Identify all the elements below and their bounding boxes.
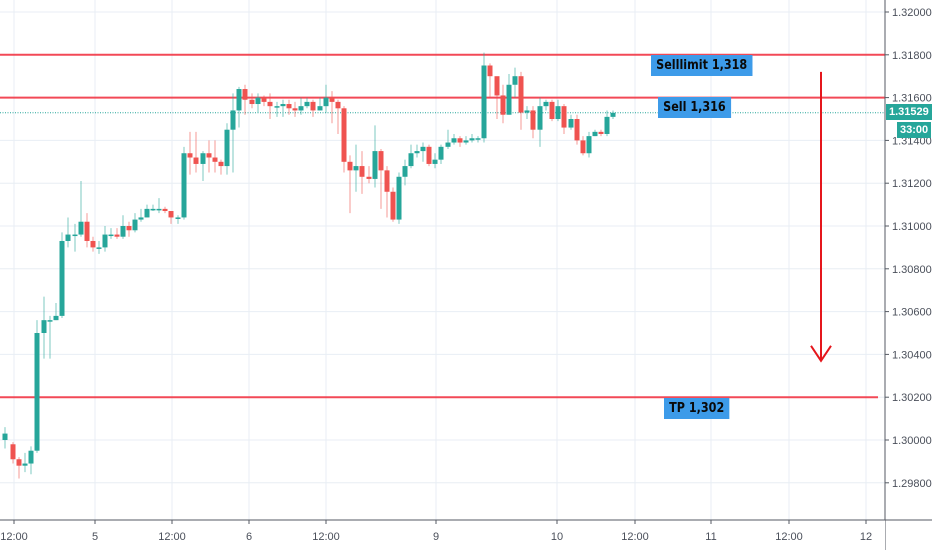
horizontal-levels[interactable] [0,53,885,399]
svg-text:1.30200: 1.30200 [892,392,932,404]
svg-text:1.32000: 1.32000 [892,7,932,19]
svg-text:1.31400: 1.31400 [892,135,932,147]
tp-label[interactable]: TP 1,302 [664,398,730,419]
svg-text:12:00: 12:00 [312,531,340,543]
svg-text:12:00: 12:00 [621,531,649,543]
svg-text:1.30400: 1.30400 [892,349,932,361]
svg-text:11: 11 [705,531,716,543]
selllimit-label[interactable]: Selllimit 1,318 [651,55,753,76]
svg-text:12:00: 12:00 [158,531,186,543]
countdown-badge: 33:00 [897,122,932,138]
candlesticks [2,52,616,479]
sell-label[interactable]: Sell 1,316 [658,97,731,118]
time-axis[interactable]: 12:00 5 12:00 6 12:00 9 10 12:00 11 12:00 12 [0,519,932,550]
chart-grid [0,0,885,520]
svg-text:12: 12 [860,531,872,543]
svg-text:1.30600: 1.30600 [892,307,932,319]
svg-text:1.29800: 1.29800 [892,478,932,490]
current-price-badge: 1.31529 [886,104,932,120]
down-arrow-drawing[interactable] [810,71,832,363]
svg-text:6: 6 [246,531,252,543]
svg-text:1.31200: 1.31200 [892,178,932,190]
svg-text:1.31800: 1.31800 [892,50,932,62]
svg-text:1.30800: 1.30800 [892,264,932,276]
svg-text:5: 5 [92,531,98,543]
svg-text:1.31000: 1.31000 [892,221,932,233]
svg-text:1.31600: 1.31600 [892,93,932,105]
price-axis[interactable]: 1.32000 1.31800 1.31600 1.31400 1.31200 1.310… [884,0,932,550]
svg-text:12:00: 12:00 [775,531,803,543]
svg-text:1.30000: 1.30000 [892,435,932,447]
svg-text:10: 10 [551,531,563,543]
svg-text:9: 9 [433,531,439,543]
svg-text:12:00: 12:00 [0,531,28,543]
